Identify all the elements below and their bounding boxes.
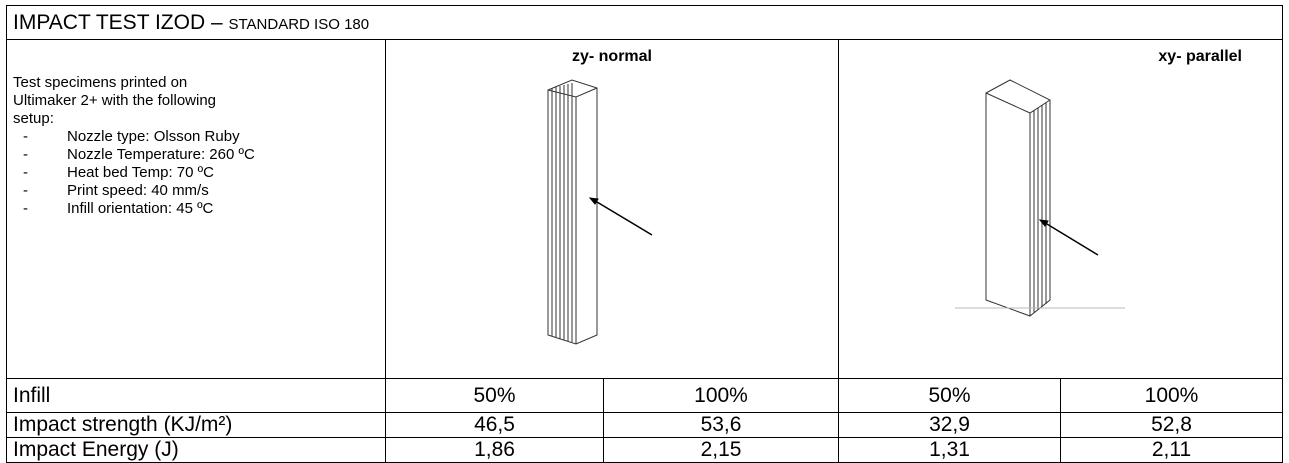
title: IMPACT TEST IZOD – STANDARD ISO 180 <box>7 6 1283 40</box>
orientation-label: zy- normal <box>572 48 652 65</box>
cell: 100% <box>1061 379 1283 413</box>
setup-intro: Test specimens printed on Ultimaker 2+ w… <box>13 74 253 128</box>
setup-item: Infill orientation: 45 ºC <box>13 200 381 218</box>
cell: 2,11 <box>1061 438 1283 463</box>
cell: 32,9 <box>839 413 1061 438</box>
cell: 50% <box>386 379 604 413</box>
cell: 1,31 <box>839 438 1061 463</box>
cell: 46,5 <box>386 413 604 438</box>
orientation-header: xy- parallel <box>839 40 1283 379</box>
orientation-header: zy- normal <box>386 40 839 379</box>
setup-list: Nozzle type: Olsson Ruby Nozzle Temperat… <box>13 128 381 218</box>
cell: 1,86 <box>386 438 604 463</box>
cell: 53,6 <box>604 413 839 438</box>
cell: 52,8 <box>1061 413 1283 438</box>
page: {"header": {"title_main": "IMPACT TEST I… <box>0 0 1289 430</box>
orientation-label: xy- parallel <box>1158 48 1242 65</box>
table-row: Impact strength (KJ/m²) 46,5 53,6 32,9 5… <box>7 413 1283 438</box>
table-row: Infill 50% 100% 50% 100% <box>7 379 1283 413</box>
row-label: Impact Energy (J) <box>7 438 386 463</box>
setup-item: Heat bed Temp: 70 ºC <box>13 164 381 182</box>
title-sub: STANDARD ISO 180 <box>229 16 370 33</box>
cell: 100% <box>604 379 839 413</box>
setup-item: Nozzle type: Olsson Ruby <box>13 128 381 146</box>
setup-item: Nozzle Temperature: 260 ºC <box>13 146 381 164</box>
row-label: Impact strength (KJ/m²) <box>7 413 386 438</box>
cell: 2,15 <box>604 438 839 463</box>
setup-item: Print speed: 40 mm/s <box>13 182 381 200</box>
title-main: IMPACT TEST IZOD – <box>13 11 229 34</box>
results-table: IMPACT TEST IZOD – STANDARD ISO 180 Test… <box>6 5 1283 463</box>
row-label: Infill <box>7 379 386 413</box>
setup-description: Test specimens printed on Ultimaker 2+ w… <box>7 40 386 379</box>
cell: 50% <box>839 379 1061 413</box>
table-row: Impact Energy (J) 1,86 2,15 1,31 2,11 <box>7 438 1283 463</box>
